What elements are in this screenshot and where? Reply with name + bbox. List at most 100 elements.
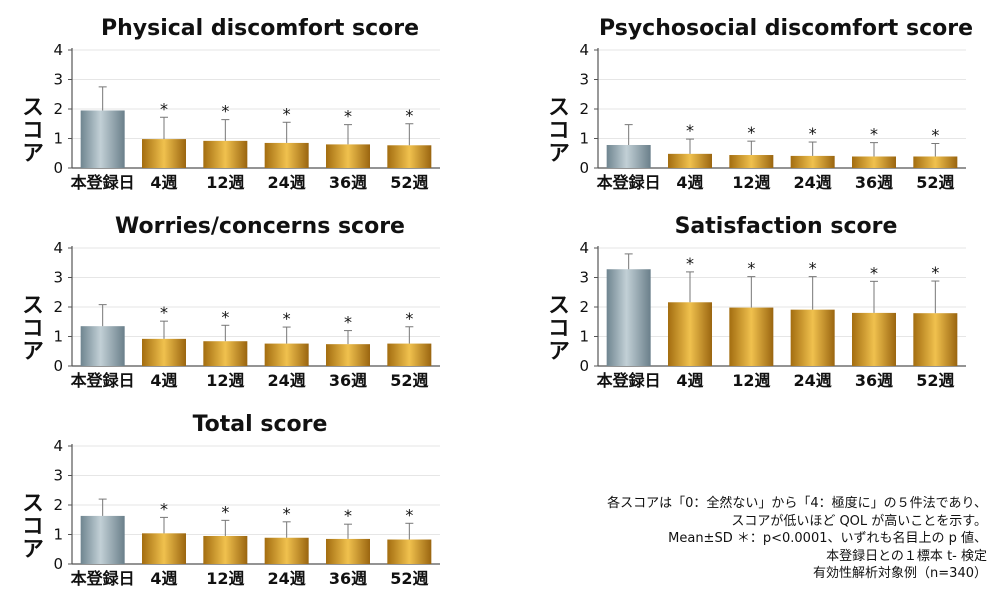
bar xyxy=(142,139,186,168)
y-tick-label: 2 xyxy=(53,496,63,514)
x-tick-label: 36週 xyxy=(855,173,893,192)
significance-marker: * xyxy=(160,499,168,518)
y-tick-label: 3 xyxy=(579,269,589,287)
significance-marker: * xyxy=(931,263,939,282)
x-tick-label: 4週 xyxy=(150,569,177,588)
y-tick-label: 3 xyxy=(53,269,63,287)
x-tick-label: 52週 xyxy=(390,371,428,390)
significance-marker: * xyxy=(686,121,694,140)
chart-plot: 0 1 2 3 4 本登録日 * 4週 * 12週 * 24週 * 36週 * 52週 xyxy=(579,239,966,390)
bar xyxy=(326,538,370,564)
y-tick-label: 0 xyxy=(579,159,589,177)
significance-marker: * xyxy=(809,259,817,278)
bar xyxy=(729,155,774,168)
y-tick-label: 1 xyxy=(53,130,63,148)
y-axis-label: スコア xyxy=(18,292,43,362)
x-tick-label: 本登録日 xyxy=(71,569,135,588)
significance-marker: * xyxy=(160,99,168,118)
chart-panel: Total score スコア 0 1 2 3 4 本登録日 * 4週 * 12週 * 24週 * 36週… xyxy=(0,408,470,598)
x-tick-label: 4週 xyxy=(676,173,703,192)
chart-panel: Psychosocial discomfort score スコア 0 1 2 3 4 本… xyxy=(526,12,996,202)
bar xyxy=(264,537,309,564)
footnote-line: スコアが低いほど QOL が高いことを示す。 xyxy=(731,513,987,529)
significance-marker: * xyxy=(686,254,694,273)
chart-plot: 0 1 2 3 4 本登録日 * 4週 * 12週 * 24週 * 36週 * 52週 xyxy=(53,239,440,390)
y-tick-label: 4 xyxy=(53,41,63,59)
x-tick-label: 24週 xyxy=(794,371,832,390)
chart-panel: Worries/concerns score スコア 0 1 2 3 4 本登録日 * 4週 *… xyxy=(0,210,470,400)
significance-marker: * xyxy=(221,102,229,121)
chart-plot: 0 1 2 3 4 本登録日 * 4週 * 12週 * 24週 * 36週 * 52週 xyxy=(53,41,440,192)
x-tick-label: 24週 xyxy=(268,569,306,588)
bar xyxy=(80,326,125,366)
x-tick-label: 12週 xyxy=(206,569,244,588)
footnote-line: 本登録日との１標本 t- 検定 xyxy=(826,548,987,564)
chart-title: Physical discomfort score xyxy=(100,16,420,41)
x-tick-label: 52週 xyxy=(916,173,954,192)
x-tick-label: 本登録日 xyxy=(71,371,135,390)
x-tick-label: 4週 xyxy=(150,371,177,390)
bar xyxy=(142,338,186,366)
y-tick-label: 4 xyxy=(579,239,589,257)
significance-marker: * xyxy=(405,505,413,524)
footnote-line: Mean±SD ＊：p<0.0001、いずれも名目上の p 値、 xyxy=(668,531,987,547)
significance-marker: * xyxy=(809,124,817,143)
bar xyxy=(264,142,309,168)
y-axis-label: スコア xyxy=(18,490,43,560)
chart-plot: 0 1 2 3 4 本登録日 * 4週 * 12週 * 24週 * 36週 * 52週 xyxy=(579,41,966,192)
y-tick-label: 1 xyxy=(579,328,589,346)
bar xyxy=(729,307,774,366)
bar xyxy=(668,153,712,168)
x-tick-label: 36週 xyxy=(329,569,367,588)
footnote-line: 各スコアは「0：全然ない」から「4：極度に」の５件法であり、 xyxy=(607,496,987,511)
significance-marker: * xyxy=(283,104,291,123)
x-tick-label: 4週 xyxy=(676,371,703,390)
y-tick-label: 0 xyxy=(53,357,63,375)
bar xyxy=(913,156,958,168)
y-tick-label: 4 xyxy=(579,41,589,59)
significance-marker: * xyxy=(344,313,352,332)
bar xyxy=(203,535,248,564)
y-tick-label: 0 xyxy=(53,555,63,573)
x-tick-label: 24週 xyxy=(794,173,832,192)
x-tick-label: 24週 xyxy=(268,371,306,390)
x-tick-label: 本登録日 xyxy=(597,371,661,390)
x-tick-label: 52週 xyxy=(390,569,428,588)
chart-panel: Satisfaction score スコア 0 1 2 3 4 本登録日 * 4週 * 12週 *… xyxy=(526,210,996,400)
bar xyxy=(80,515,125,564)
chart-title: Psychosocial discomfort score xyxy=(598,16,974,41)
x-tick-label: 本登録日 xyxy=(71,173,135,192)
bar xyxy=(80,110,125,168)
y-tick-label: 3 xyxy=(53,71,63,89)
significance-marker: * xyxy=(344,506,352,525)
y-tick-label: 1 xyxy=(53,526,63,544)
y-tick-label: 1 xyxy=(53,328,63,346)
x-tick-label: 36週 xyxy=(855,371,893,390)
bar xyxy=(203,341,248,366)
significance-marker: * xyxy=(747,259,755,278)
significance-marker: * xyxy=(221,307,229,326)
bar xyxy=(606,269,651,366)
y-axis-label: スコア xyxy=(18,94,43,164)
chart-title: Satisfaction score xyxy=(674,214,898,239)
significance-marker: * xyxy=(344,107,352,126)
x-tick-label: 12週 xyxy=(206,371,244,390)
y-tick-label: 2 xyxy=(53,298,63,316)
y-tick-label: 0 xyxy=(579,357,589,375)
y-tick-label: 3 xyxy=(579,71,589,89)
y-tick-label: 4 xyxy=(53,239,63,257)
bar xyxy=(203,140,248,168)
chart-title: Worries/concerns score xyxy=(115,214,405,239)
significance-marker: * xyxy=(870,125,878,144)
bar xyxy=(606,144,651,168)
bar xyxy=(852,312,896,366)
significance-marker: * xyxy=(221,502,229,521)
chart-title: Total score xyxy=(192,412,328,437)
y-axis-label: スコア xyxy=(544,94,569,164)
bar xyxy=(790,155,835,168)
footnote-line: 有効性解析対象例（n=340） xyxy=(813,566,987,582)
significance-marker: * xyxy=(405,309,413,328)
footnote: 各スコアは「0：全然ない」から「4：極度に」の５件法であり、 スコアが低いほど … xyxy=(607,495,987,583)
y-tick-label: 3 xyxy=(53,467,63,485)
x-tick-label: 36週 xyxy=(329,371,367,390)
